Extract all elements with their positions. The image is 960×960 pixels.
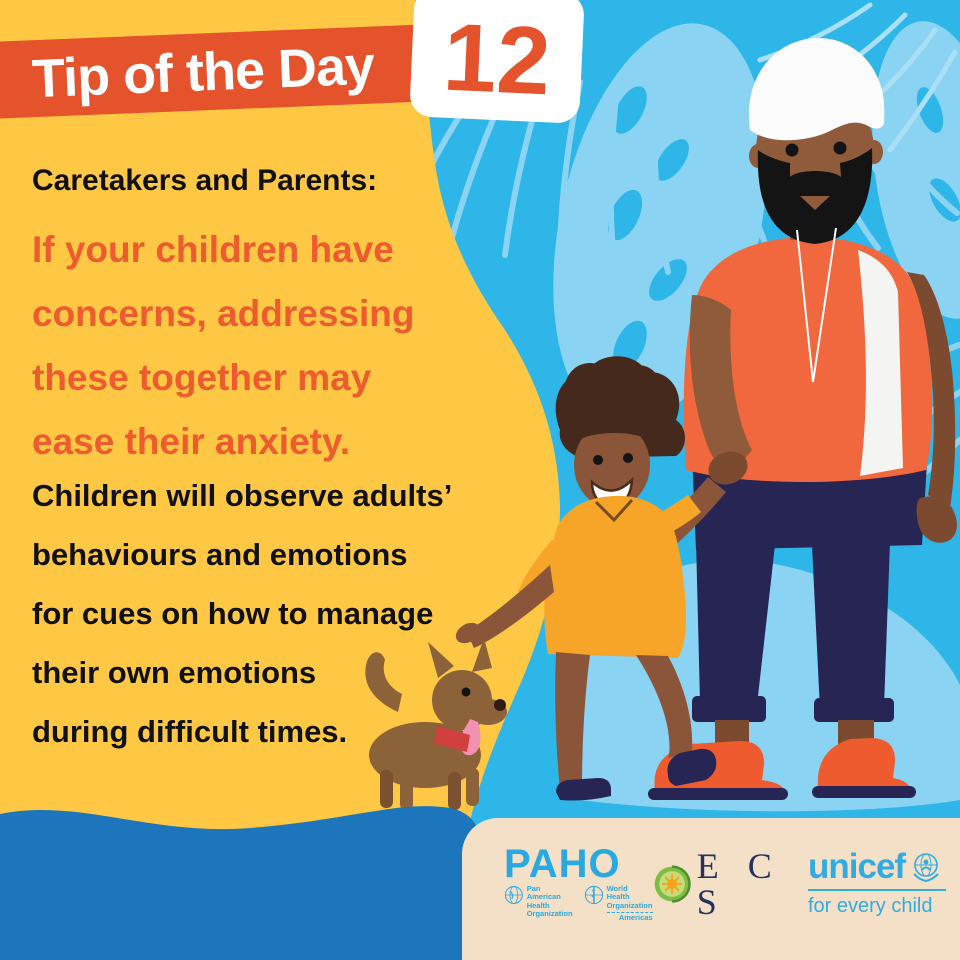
- org-line: Pan American: [526, 883, 561, 901]
- tip-highlight-text: If your children have concerns, addressi…: [32, 218, 414, 474]
- white-cap-icon: [748, 38, 885, 141]
- tip-number-card: 12: [409, 0, 585, 124]
- holding-hands: [689, 295, 752, 485]
- org-line: Organization: [526, 909, 573, 918]
- org-line: World Health: [606, 883, 630, 901]
- yellow-background-shape: [0, 0, 560, 960]
- oecs-letters: E C S: [696, 846, 782, 922]
- paho-org-row: Pan American Health Organization World H…: [504, 883, 653, 923]
- highlight-line: these together may: [32, 357, 372, 398]
- body-line: during difficult times.: [32, 714, 348, 749]
- unicef-wordmark-row: unicef: [808, 847, 946, 886]
- paho-org-left: Pan American Health Organization: [504, 883, 576, 923]
- unicef-divider: [808, 889, 946, 891]
- highlight-line: If your children have: [32, 229, 394, 270]
- footer-logo-band: PAHO Pan American Health Organization: [462, 818, 960, 960]
- ocean-wave-shape: [0, 806, 482, 960]
- oecs-circle-emblem-icon: [654, 865, 691, 903]
- paho-org-right: World Health Organization Americas: [584, 883, 653, 923]
- body-line: behaviours and emotions: [32, 537, 408, 572]
- tip-number: 12: [441, 3, 553, 116]
- unicef-un-emblem-icon: [913, 853, 939, 883]
- paho-org-left-text: Pan American Health Organization: [526, 883, 576, 919]
- highlight-line: concerns, addressing: [32, 293, 415, 334]
- unicef-wordmark: unicef: [808, 847, 906, 886]
- paho-logo: PAHO Pan American Health Organization: [504, 841, 653, 923]
- body-line: for cues on how to manage: [32, 596, 434, 631]
- org-line: Organization: [606, 900, 653, 910]
- tip-heading: Caretakers and Parents:: [32, 164, 378, 197]
- dog-collar-icon: [434, 726, 470, 752]
- unicef-logo: unicef for every child: [808, 847, 946, 918]
- body-line: Children will observe adults’: [32, 478, 453, 513]
- dog-illustration: [365, 638, 507, 810]
- oecs-logo: E C S: [653, 848, 808, 920]
- highlight-line: ease their anxiety.: [32, 421, 351, 462]
- who-emblem-icon: [584, 885, 603, 904]
- unicef-tagline: for every child: [808, 895, 933, 917]
- paho-wordmark: PAHO: [504, 841, 621, 886]
- paho-org-right-text: World Health Organization Americas: [606, 883, 653, 923]
- org-line: Health: [526, 900, 550, 910]
- banner-title: Tip of the Day: [30, 35, 376, 109]
- man-illustration: [648, 38, 957, 800]
- paho-region-label: Americas: [606, 912, 653, 923]
- girl-illustration: [455, 356, 726, 801]
- tip-body-text: Children will observe adults’ behaviours…: [32, 466, 452, 761]
- body-line: their own emotions: [32, 655, 317, 690]
- paho-globe-emblem-icon: [504, 885, 523, 904]
- necklace-icon: [796, 227, 837, 383]
